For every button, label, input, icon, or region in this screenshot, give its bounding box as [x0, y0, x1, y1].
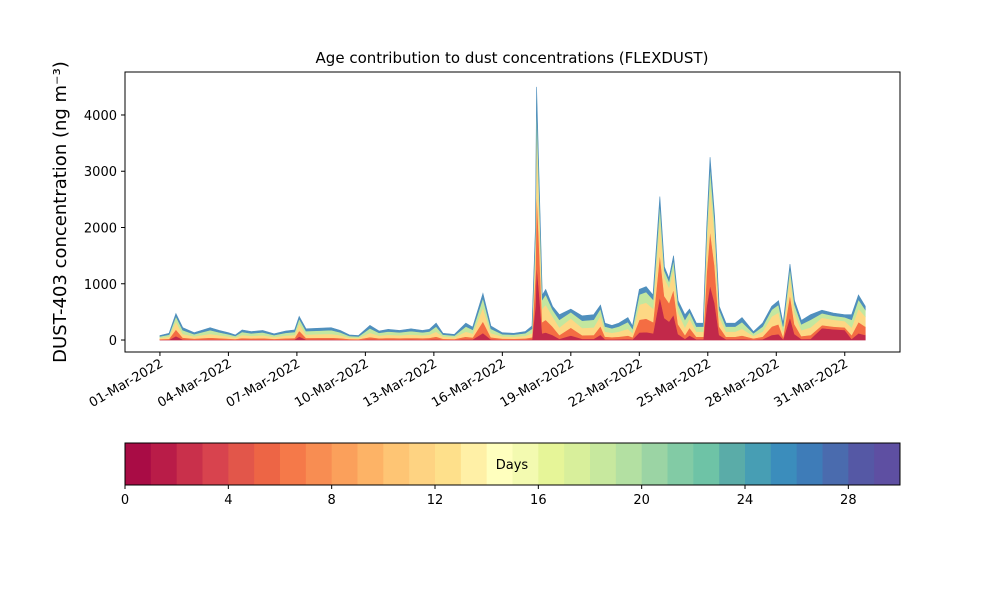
y-tick-label: 3000	[84, 165, 117, 180]
colorbar-tick-label: 12	[427, 493, 444, 508]
colorbar-swatch	[641, 443, 668, 485]
x-tick-label: 10-Mar-2022	[292, 356, 371, 410]
colorbar-tick-label: 8	[328, 493, 336, 508]
colorbar-swatch	[435, 443, 462, 485]
colorbar-swatch	[874, 443, 901, 485]
x-tick-label: 19-Mar-2022	[498, 356, 577, 410]
colorbar-tick-label: 4	[224, 493, 232, 508]
y-axis-label: DUST-403 concentration (ng m⁻³)	[50, 61, 71, 363]
colorbar-swatch	[667, 443, 694, 485]
colorbar-tick-label: 28	[840, 493, 857, 508]
colorbar-swatch	[280, 443, 307, 485]
y-tick-label: 1000	[84, 278, 117, 293]
y-tick-label: 0	[109, 334, 117, 349]
x-tick-label: 01-Mar-2022	[87, 356, 166, 410]
colorbar-swatch	[150, 443, 178, 485]
colorbar-tick-label: 20	[633, 493, 650, 508]
colorbar-swatch	[254, 443, 281, 485]
x-tick-label: 28-Mar-2022	[703, 356, 782, 410]
colorbar-label: Days	[496, 458, 529, 473]
x-tick-label: 16-Mar-2022	[429, 356, 508, 410]
colorbar-swatch	[719, 443, 746, 485]
colorbar-swatch	[486, 443, 513, 485]
colorbar-swatch	[590, 443, 617, 485]
colorbar-swatch	[615, 443, 643, 485]
colorbar-swatch	[383, 443, 410, 485]
y-tick-label: 4000	[84, 109, 117, 124]
colorbar-swatch	[745, 443, 772, 485]
x-tick-label: 31-Mar-2022	[772, 356, 851, 410]
x-tick-label: 22-Mar-2022	[566, 356, 645, 410]
colorbar-swatch	[848, 443, 875, 485]
colorbar-swatch	[125, 443, 152, 485]
colorbar-swatch	[331, 443, 358, 485]
colorbar-swatch	[770, 443, 798, 485]
chart-title: Age contribution to dust concentrations …	[316, 49, 709, 67]
x-tick-label: 13-Mar-2022	[361, 356, 440, 410]
plot-frame	[124, 71, 901, 353]
colorbar-swatch	[538, 443, 565, 485]
x-tick-label: 04-Mar-2022	[155, 356, 234, 410]
area-layer	[159, 86, 866, 337]
x-tick-label: 25-Mar-2022	[635, 356, 714, 410]
colorbar-swatch	[796, 443, 823, 485]
colorbar-tick-label: 0	[121, 493, 129, 508]
colorbar-swatch	[202, 443, 229, 485]
colorbar-swatch	[512, 443, 539, 485]
y-tick-label: 2000	[84, 221, 117, 236]
colorbar-swatch	[176, 443, 203, 485]
x-tick-label: 07-Mar-2022	[224, 356, 303, 410]
colorbar-swatch	[305, 443, 333, 485]
area-layer	[159, 124, 866, 340]
area-layer	[159, 188, 866, 341]
colorbar-swatch	[564, 443, 591, 485]
colorbar-swatch	[460, 443, 488, 485]
area-layer	[159, 99, 866, 339]
colorbar-tick-label: 24	[737, 493, 754, 508]
colorbar-frame	[124, 442, 901, 486]
colorbar-swatch	[822, 443, 849, 485]
colorbar-swatch	[693, 443, 720, 485]
colorbar-swatch	[409, 443, 436, 485]
colorbar-swatch	[228, 443, 255, 485]
colorbar-swatch	[357, 443, 384, 485]
colorbar-tick-label: 16	[530, 493, 547, 508]
